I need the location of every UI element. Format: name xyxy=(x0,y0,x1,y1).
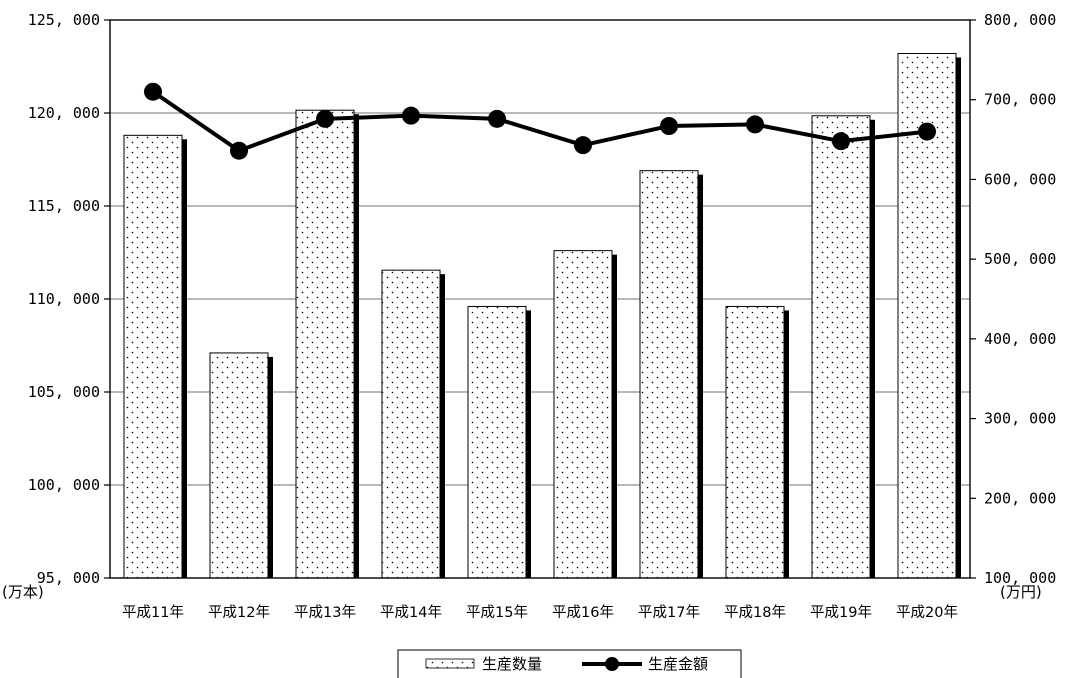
right-axis: 100, 000 200, 000 300, 000 400, 000 500, 000… xyxy=(970,11,1056,587)
bar xyxy=(553,250,613,579)
right-tick-label: 500, 000 xyxy=(984,250,1056,268)
right-tick-label: 800, 000 xyxy=(984,11,1056,29)
bar-group xyxy=(897,52,961,579)
bar xyxy=(381,269,441,579)
left-tick-label: 115, 000 xyxy=(28,197,100,215)
bar xyxy=(295,109,355,579)
right-tick-label: 300, 000 xyxy=(984,410,1056,428)
legend-bar-swatch xyxy=(425,658,475,669)
left-tick-label: 125, 000 xyxy=(28,11,100,29)
left-axis-unit: (万本) xyxy=(2,583,44,601)
bar-group xyxy=(295,109,359,579)
legend-label-amount: 生産金額 xyxy=(648,655,708,673)
bar xyxy=(209,352,269,579)
left-tick-label: 95, 000 xyxy=(37,569,100,587)
category-label: 平成16年 xyxy=(552,604,614,621)
axis-units: (万本) (万円) xyxy=(2,583,1042,601)
line-point xyxy=(832,132,850,151)
right-tick-label: 200, 000 xyxy=(984,489,1056,507)
line-point xyxy=(746,115,764,134)
right-tick-label: 100, 000 xyxy=(984,569,1056,587)
left-tick-label: 105, 000 xyxy=(28,383,100,401)
line-point xyxy=(488,109,506,128)
bars xyxy=(123,52,961,579)
bar-group xyxy=(467,305,531,579)
bar-group xyxy=(811,115,875,579)
bar-group xyxy=(639,170,703,579)
line-point xyxy=(230,141,248,160)
bar xyxy=(897,52,957,579)
legend: 生産数量 生産金額 xyxy=(397,649,742,678)
category-label: 平成18年 xyxy=(724,604,786,621)
bar xyxy=(123,134,183,579)
right-axis-unit: (万円) xyxy=(1000,583,1042,601)
line-point xyxy=(144,82,162,101)
right-tick-label: 400, 000 xyxy=(984,330,1056,348)
bar-group xyxy=(209,352,273,579)
bar-group xyxy=(725,305,789,579)
series-line xyxy=(151,90,928,153)
bar xyxy=(467,305,527,579)
category-label: 平成11年 xyxy=(122,604,184,621)
category-label: 平成17年 xyxy=(638,604,700,621)
right-tick-label: 700, 000 xyxy=(984,91,1056,109)
line-point xyxy=(660,117,678,136)
category-label: 平成13年 xyxy=(294,604,356,621)
category-label: 平成14年 xyxy=(380,604,442,621)
category-label: 平成20年 xyxy=(896,604,958,621)
left-tick-label: 100, 000 xyxy=(28,476,100,494)
category-label: 平成19年 xyxy=(810,604,872,621)
category-axis: 平成11年 平成12年 平成13年 平成14年 平成15年 平成16年 平成17年 平成18年… xyxy=(122,604,958,621)
category-label: 平成15年 xyxy=(466,604,528,621)
line-point xyxy=(918,122,936,141)
bar-group xyxy=(123,134,187,579)
line-point xyxy=(574,136,592,155)
bar-group xyxy=(553,250,617,579)
line-point xyxy=(316,109,334,128)
legend-label-quantity: 生産数量 xyxy=(482,655,542,673)
left-axis: 95, 000 100, 000 105, 000 110, 000 115, 000 1… xyxy=(28,11,110,587)
left-tick-label: 120, 000 xyxy=(28,104,100,122)
line-series xyxy=(144,82,936,160)
right-tick-label: 600, 000 xyxy=(984,170,1056,188)
bar xyxy=(811,115,871,579)
left-tick-label: 110, 000 xyxy=(28,290,100,308)
bar xyxy=(725,305,785,579)
category-label: 平成12年 xyxy=(208,604,270,621)
bar xyxy=(639,170,699,579)
line-point xyxy=(402,106,420,125)
bar-group xyxy=(381,269,445,579)
legend-line-marker xyxy=(605,657,619,671)
